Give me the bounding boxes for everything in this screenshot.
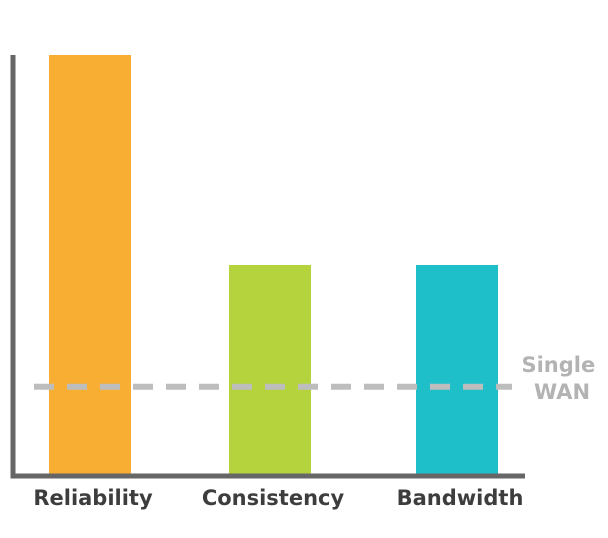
bar-consistency xyxy=(229,265,311,475)
single-wan-label-line-2: WAN xyxy=(534,380,590,404)
bar-reliability xyxy=(49,55,131,475)
bar-bandwidth xyxy=(416,265,498,475)
category-label-reliability: Reliability xyxy=(33,486,153,510)
category-label-bandwidth: Bandwidth xyxy=(397,486,524,510)
category-label-consistency: Consistency xyxy=(202,486,345,510)
single-wan-label: Single WAN xyxy=(521,353,602,404)
single-wan-label-line-1: Single xyxy=(521,353,595,377)
category-labels-group: Reliability Consistency Bandwidth xyxy=(33,486,523,510)
bars-group xyxy=(49,55,498,475)
